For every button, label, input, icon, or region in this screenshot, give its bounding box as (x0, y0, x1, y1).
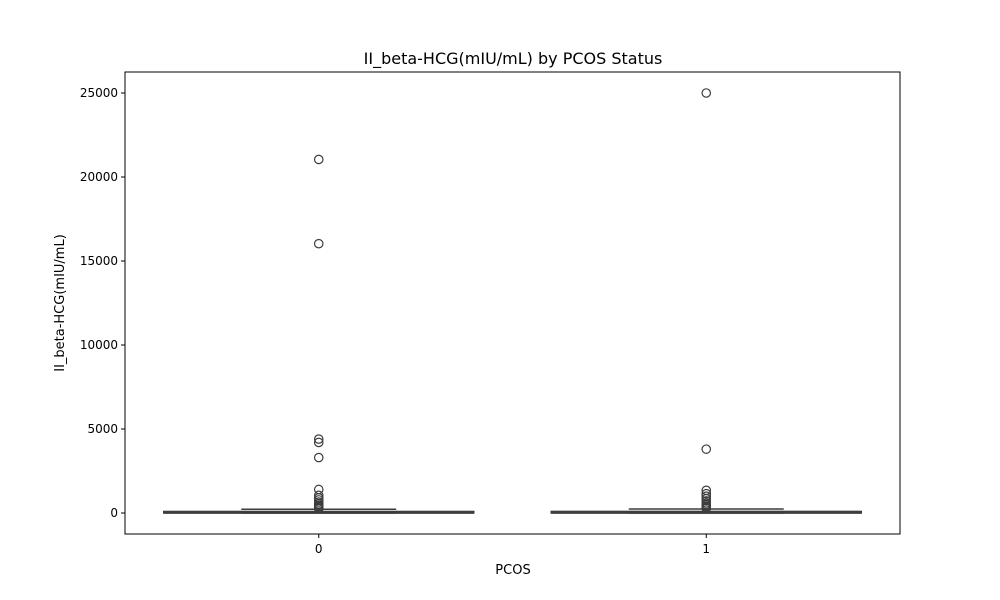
outlier-point (313, 437, 324, 448)
x-tick-label: 0 (315, 542, 323, 556)
x-axis-label: PCOS (495, 563, 530, 578)
y-axis-label: II_beta-HCG(mIU/mL) (53, 234, 68, 372)
outlier-point (701, 488, 712, 499)
y-tick-label: 20000 (80, 170, 118, 184)
outlier-point (701, 88, 712, 98)
y-tick-label: 25000 (80, 86, 118, 100)
y-tick-label: 10000 (80, 338, 118, 352)
outlier-point (313, 452, 324, 463)
outlier-point (701, 444, 712, 454)
y-tick-label: 5000 (87, 422, 118, 436)
y-tick-label: 0 (110, 506, 118, 520)
outlier-point (313, 154, 324, 165)
outlier-point (313, 238, 324, 249)
outlier-point (701, 503, 712, 514)
plot-area (163, 88, 862, 514)
outlier-point (313, 434, 324, 444)
outlier-point (313, 503, 324, 514)
box-group-0 (163, 154, 475, 514)
x-tick-label: 1 (702, 542, 710, 556)
chart-title: II_beta-HCG(mIU/mL) by PCOS Status (364, 49, 663, 69)
box-group-1 (550, 88, 862, 514)
plot-frame (124, 71, 901, 535)
y-tick-label: 15000 (80, 254, 118, 268)
y-axis-ticks: 0 5000 10000 15000 20000 25000 (80, 86, 125, 520)
